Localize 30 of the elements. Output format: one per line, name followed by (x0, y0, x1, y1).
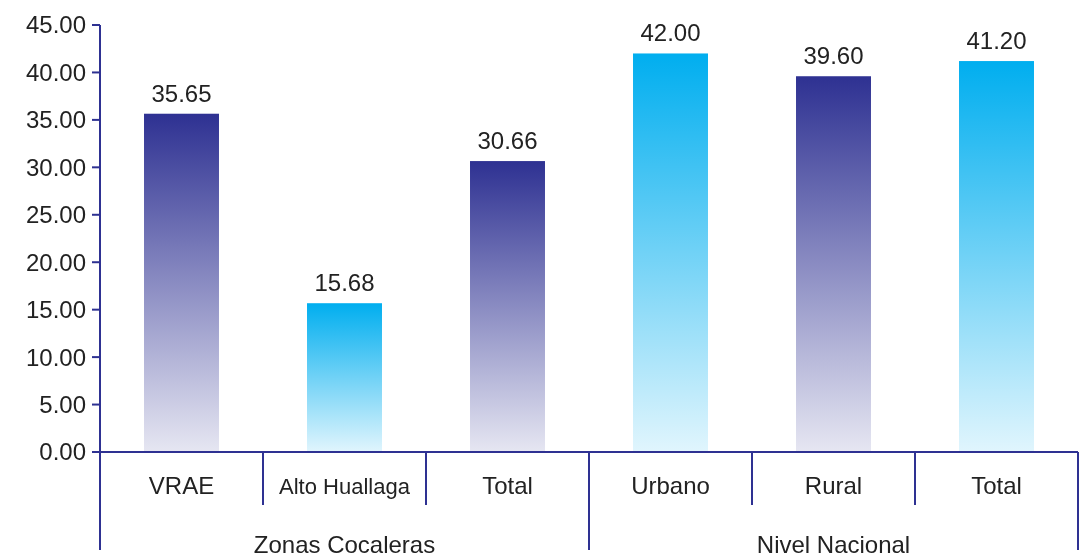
x-tick-label: Rural (804, 472, 863, 499)
y-tick-label: 15.00 (25, 296, 86, 324)
data-label: 41.20 (966, 27, 1027, 55)
x-tick-label: VRAE (148, 472, 215, 499)
bar (144, 113, 219, 452)
y-tick-label: 45.00 (25, 11, 86, 39)
x-tick-label: Total (971, 472, 1022, 499)
x-tick-label: Urbano (631, 472, 710, 499)
bar (959, 61, 1034, 452)
text: Zonas Cocaleras (253, 531, 436, 556)
bar (307, 303, 382, 452)
y-tick-label: 0.00 (39, 438, 86, 466)
data-label: 35.65 (151, 79, 212, 107)
y-tick-label: 35.00 (25, 106, 86, 134)
text: Nivel Nacional (756, 531, 911, 556)
data-label: 15.68 (314, 269, 375, 297)
x-tick-label: Total (482, 472, 533, 499)
y-tick-label: 10.00 (25, 343, 86, 371)
y-tick-label: 30.00 (25, 153, 86, 181)
y-tick-label: 40.00 (25, 58, 86, 86)
bar (796, 76, 871, 452)
y-tick-label: 5.00 (39, 390, 86, 418)
bar (633, 53, 708, 452)
y-tick-label: 20.00 (25, 248, 86, 276)
bar (470, 161, 545, 452)
x-tick-label: Alto Huallaga (279, 474, 411, 499)
data-label: 30.66 (477, 127, 538, 155)
data-label: 39.60 (803, 42, 864, 70)
y-tick-label: 25.00 (25, 201, 86, 229)
data-label: 42.00 (640, 19, 701, 47)
